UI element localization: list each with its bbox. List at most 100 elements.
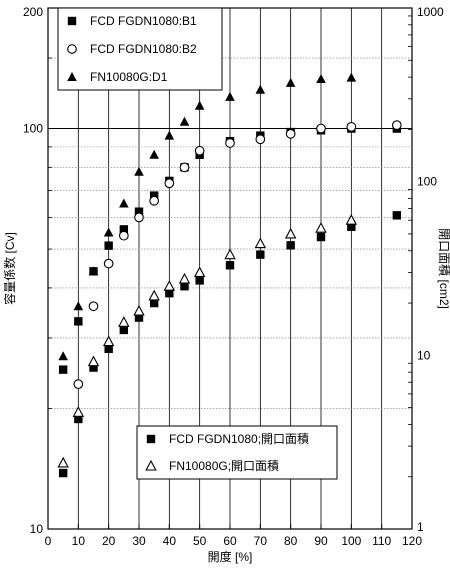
- legend-label: FN10080G:D1: [90, 70, 168, 84]
- legend-marker: [67, 44, 77, 54]
- data-point: [119, 198, 129, 208]
- series-4: [58, 211, 402, 478]
- data-point: [193, 266, 206, 278]
- data-point: [89, 363, 98, 372]
- data-point: [88, 266, 99, 276]
- data-point: [347, 222, 356, 231]
- legend-top-box: [57, 7, 223, 91]
- y-right-tick-label: 10: [417, 348, 431, 362]
- data-point: [74, 414, 83, 424]
- data-point: [103, 258, 114, 269]
- data-point: [224, 248, 236, 260]
- data-point: [345, 214, 358, 225]
- data-marks: [57, 72, 402, 478]
- data-point: [87, 355, 100, 367]
- data-point: [104, 241, 113, 250]
- legend-bottom: FCD FGDN1080;開口面積 FN10080G;開口面積: [136, 425, 338, 480]
- data-point: [225, 138, 235, 148]
- legend-marker: [67, 16, 77, 26]
- data-point: [58, 468, 68, 478]
- data-point: [88, 301, 99, 312]
- legend-marker: [145, 459, 157, 471]
- data-point: [255, 134, 266, 145]
- data-point: [195, 276, 204, 285]
- data-point: [346, 72, 357, 82]
- y-right-axis-title: 開口面積 [cm2]: [437, 228, 450, 309]
- data-point: [74, 317, 83, 326]
- data-point: [103, 227, 114, 237]
- data-point: [149, 191, 159, 200]
- data-point: [73, 301, 84, 311]
- data-point: [178, 272, 191, 284]
- data-point: [225, 261, 235, 270]
- y-right-tick-label: 1: [417, 520, 424, 534]
- x-tick-label: 80: [284, 534, 298, 548]
- legend-marker: [146, 434, 156, 444]
- x-tick-label: 100: [341, 534, 361, 548]
- data-point: [225, 91, 235, 101]
- x-axis-title: 開度 [%]: [208, 549, 253, 564]
- legend-top: FCD FGDN1080:B1 FCD FGDN1080:B2 FN10080G:D…: [57, 7, 223, 91]
- data-point: [179, 116, 190, 126]
- data-point: [163, 280, 176, 291]
- data-point: [165, 288, 174, 298]
- x-tick-label: 10: [72, 534, 86, 548]
- data-point: [134, 166, 144, 176]
- data-point: [133, 304, 145, 316]
- data-point: [58, 365, 68, 374]
- y-left-tick-label: 100: [23, 122, 43, 136]
- axis-ticks: 0 10 20 30 40 50 60 70 80 90 100 110 120101002001101…: [23, 5, 444, 548]
- y-right-tick-label: 1000: [417, 5, 444, 19]
- x-tick-label: 60: [223, 534, 237, 548]
- x-tick-label: 50: [193, 534, 207, 548]
- x-tick-label: 90: [314, 534, 328, 548]
- legend-label: FCD FGDN1080;開口面積: [169, 431, 309, 446]
- legend-label: FN10080G;開口面積: [169, 458, 279, 473]
- data-point: [254, 237, 267, 249]
- data-point: [134, 212, 144, 223]
- y-right-tick-label: 100: [417, 175, 437, 189]
- data-point: [73, 379, 84, 389]
- data-point: [315, 221, 327, 233]
- data-point: [134, 313, 144, 322]
- data-point: [194, 145, 205, 156]
- x-tick-label: 40: [163, 534, 177, 548]
- data-point: [72, 406, 85, 417]
- data-point: [134, 207, 144, 216]
- data-point: [316, 123, 326, 134]
- data-point: [284, 227, 297, 239]
- data-point: [180, 282, 189, 291]
- series-2: [73, 120, 402, 389]
- data-point: [102, 335, 115, 347]
- data-point: [57, 456, 69, 468]
- legend-label: FCD FGDN1080:B1: [90, 14, 197, 28]
- data-point: [346, 121, 357, 132]
- legend-label: FCD FGDN1080:B2: [90, 42, 197, 56]
- series-5: [57, 214, 358, 468]
- data-point: [104, 344, 113, 354]
- x-tick-label: 0: [45, 534, 52, 548]
- data-point: [194, 100, 205, 110]
- data-point: [164, 178, 175, 189]
- y-left-tick-label: 10: [30, 522, 44, 536]
- data-point: [286, 241, 295, 250]
- data-point: [164, 130, 175, 140]
- data-point: [118, 316, 130, 327]
- data-point: [149, 298, 159, 308]
- data-point: [179, 162, 190, 173]
- y-left-tick-label: 200: [23, 5, 43, 19]
- data-point: [285, 77, 296, 87]
- legend-marker: [67, 72, 77, 81]
- x-tick-label: 70: [254, 534, 268, 548]
- data-point: [149, 149, 159, 159]
- data-point: [316, 73, 326, 83]
- data-point: [148, 289, 160, 301]
- x-tick-label: 110: [372, 534, 391, 548]
- x-tick-label: 20: [102, 534, 116, 548]
- data-point: [118, 230, 129, 241]
- y-left-axis-title: 容量係数 [Cv]: [2, 232, 17, 305]
- data-point: [58, 351, 68, 361]
- data-point: [119, 325, 129, 335]
